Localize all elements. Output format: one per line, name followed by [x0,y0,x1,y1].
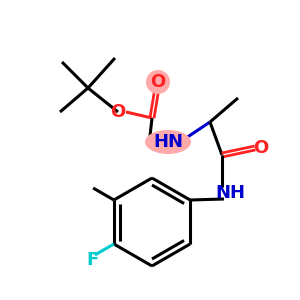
Text: O: O [150,73,166,91]
Text: NH: NH [215,184,245,202]
Text: F: F [87,251,99,269]
Text: O: O [254,139,268,157]
Ellipse shape [145,130,191,154]
Ellipse shape [146,70,170,94]
Text: O: O [110,103,126,121]
Text: HN: HN [153,133,183,151]
